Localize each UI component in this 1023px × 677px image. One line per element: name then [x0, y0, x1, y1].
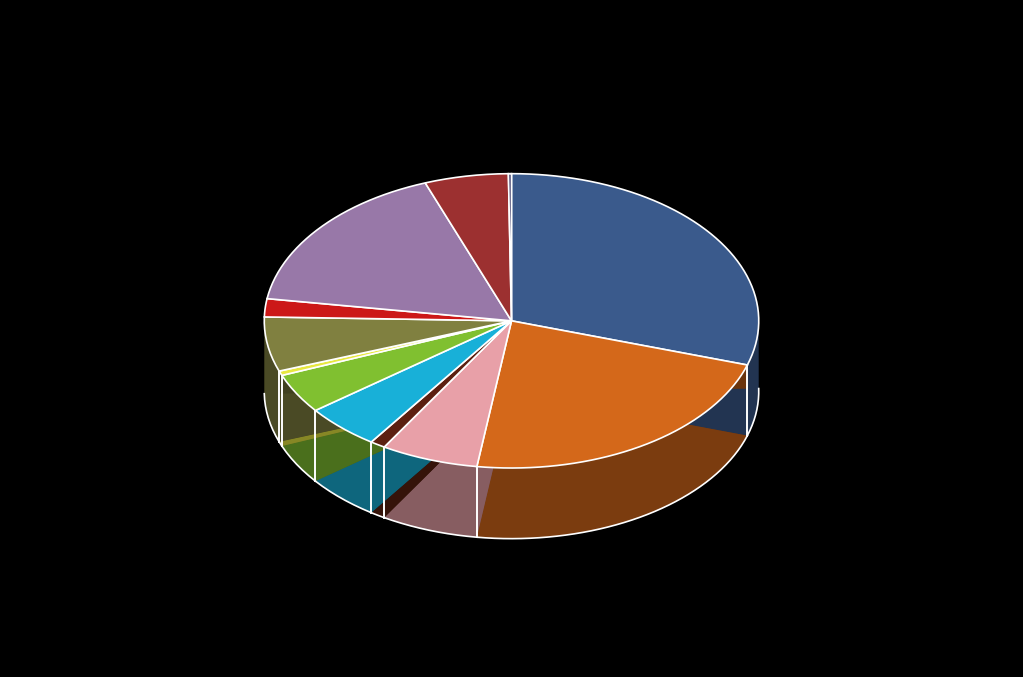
Polygon shape — [282, 321, 512, 446]
Polygon shape — [512, 321, 748, 435]
Polygon shape — [315, 391, 512, 512]
Polygon shape — [512, 174, 759, 365]
Polygon shape — [267, 183, 512, 321]
Polygon shape — [371, 321, 512, 447]
Polygon shape — [282, 376, 315, 481]
Polygon shape — [279, 321, 512, 376]
Polygon shape — [385, 321, 512, 466]
Polygon shape — [264, 299, 512, 321]
Polygon shape — [282, 321, 512, 446]
Polygon shape — [477, 321, 748, 468]
Polygon shape — [315, 321, 512, 481]
Polygon shape — [279, 391, 512, 446]
Polygon shape — [315, 410, 371, 512]
Polygon shape — [315, 321, 512, 442]
Polygon shape — [508, 174, 512, 321]
Polygon shape — [477, 321, 512, 538]
Polygon shape — [385, 391, 512, 538]
Polygon shape — [477, 365, 748, 539]
Polygon shape — [371, 442, 385, 518]
Polygon shape — [748, 318, 759, 435]
Polygon shape — [282, 321, 512, 410]
Polygon shape — [371, 321, 512, 512]
Polygon shape — [264, 391, 512, 442]
Polygon shape — [477, 321, 512, 538]
Polygon shape — [512, 321, 748, 435]
Polygon shape — [371, 391, 512, 518]
Polygon shape — [385, 447, 477, 538]
Polygon shape — [279, 321, 512, 442]
Polygon shape — [315, 321, 512, 481]
Polygon shape — [512, 389, 759, 435]
Polygon shape — [385, 321, 512, 518]
Polygon shape — [279, 371, 282, 446]
Polygon shape — [426, 174, 512, 321]
Polygon shape — [477, 391, 748, 539]
Polygon shape — [264, 323, 279, 442]
Polygon shape — [371, 321, 512, 512]
Polygon shape — [282, 391, 512, 481]
Polygon shape — [385, 321, 512, 518]
Polygon shape — [264, 317, 512, 371]
Polygon shape — [279, 321, 512, 442]
